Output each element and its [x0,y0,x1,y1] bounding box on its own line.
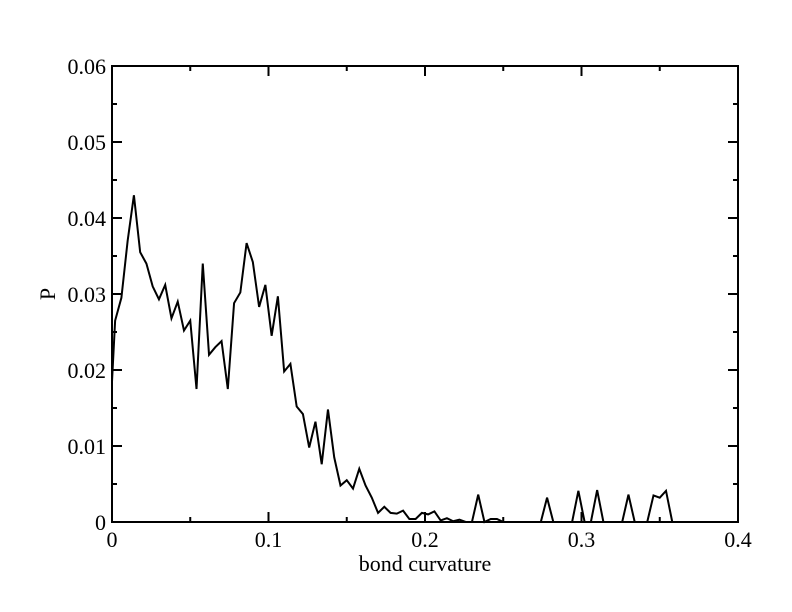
y-tick-label: 0.01 [68,434,107,459]
y-axis-title: P [35,288,60,300]
x-tick-label: 0.1 [255,527,283,552]
x-tick-label: 0 [107,527,118,552]
tick-labels: 0 0.1 0.2 0.3 0.4 0 0.01 0.02 0.03 0.04 0.05 0.06 [68,54,752,552]
y-tick-label: 0.02 [68,358,107,383]
y-tick-label: 0.03 [68,282,107,307]
y-tick-label: 0.06 [68,54,107,79]
plot-frame [111,65,739,523]
x-tick-label: 0.4 [724,527,752,552]
series-line [111,195,679,524]
y-tick-label: 0.05 [68,130,107,155]
y-tick-label: 0.04 [68,206,107,231]
axis-ticks [111,65,739,523]
x-tick-label: 0.3 [568,527,596,552]
y-tick-label: 0 [95,510,106,535]
x-tick-label: 0.2 [411,527,439,552]
x-axis-title: bond curvature [359,551,492,576]
